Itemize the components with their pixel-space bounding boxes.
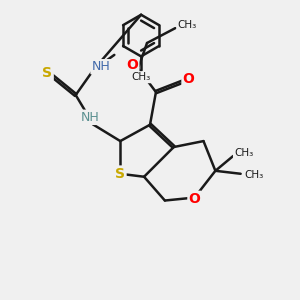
Text: O: O: [126, 58, 138, 72]
Text: CH₃: CH₃: [234, 148, 253, 158]
Text: CH₃: CH₃: [244, 170, 264, 180]
Text: S: S: [115, 167, 125, 181]
Text: CH₃: CH₃: [131, 72, 151, 82]
Text: S: S: [43, 66, 52, 80]
Text: O: O: [189, 192, 200, 206]
Text: CH₃: CH₃: [178, 20, 197, 30]
Text: NH: NH: [92, 60, 110, 73]
Text: NH: NH: [81, 111, 100, 124]
Text: O: O: [183, 72, 195, 86]
